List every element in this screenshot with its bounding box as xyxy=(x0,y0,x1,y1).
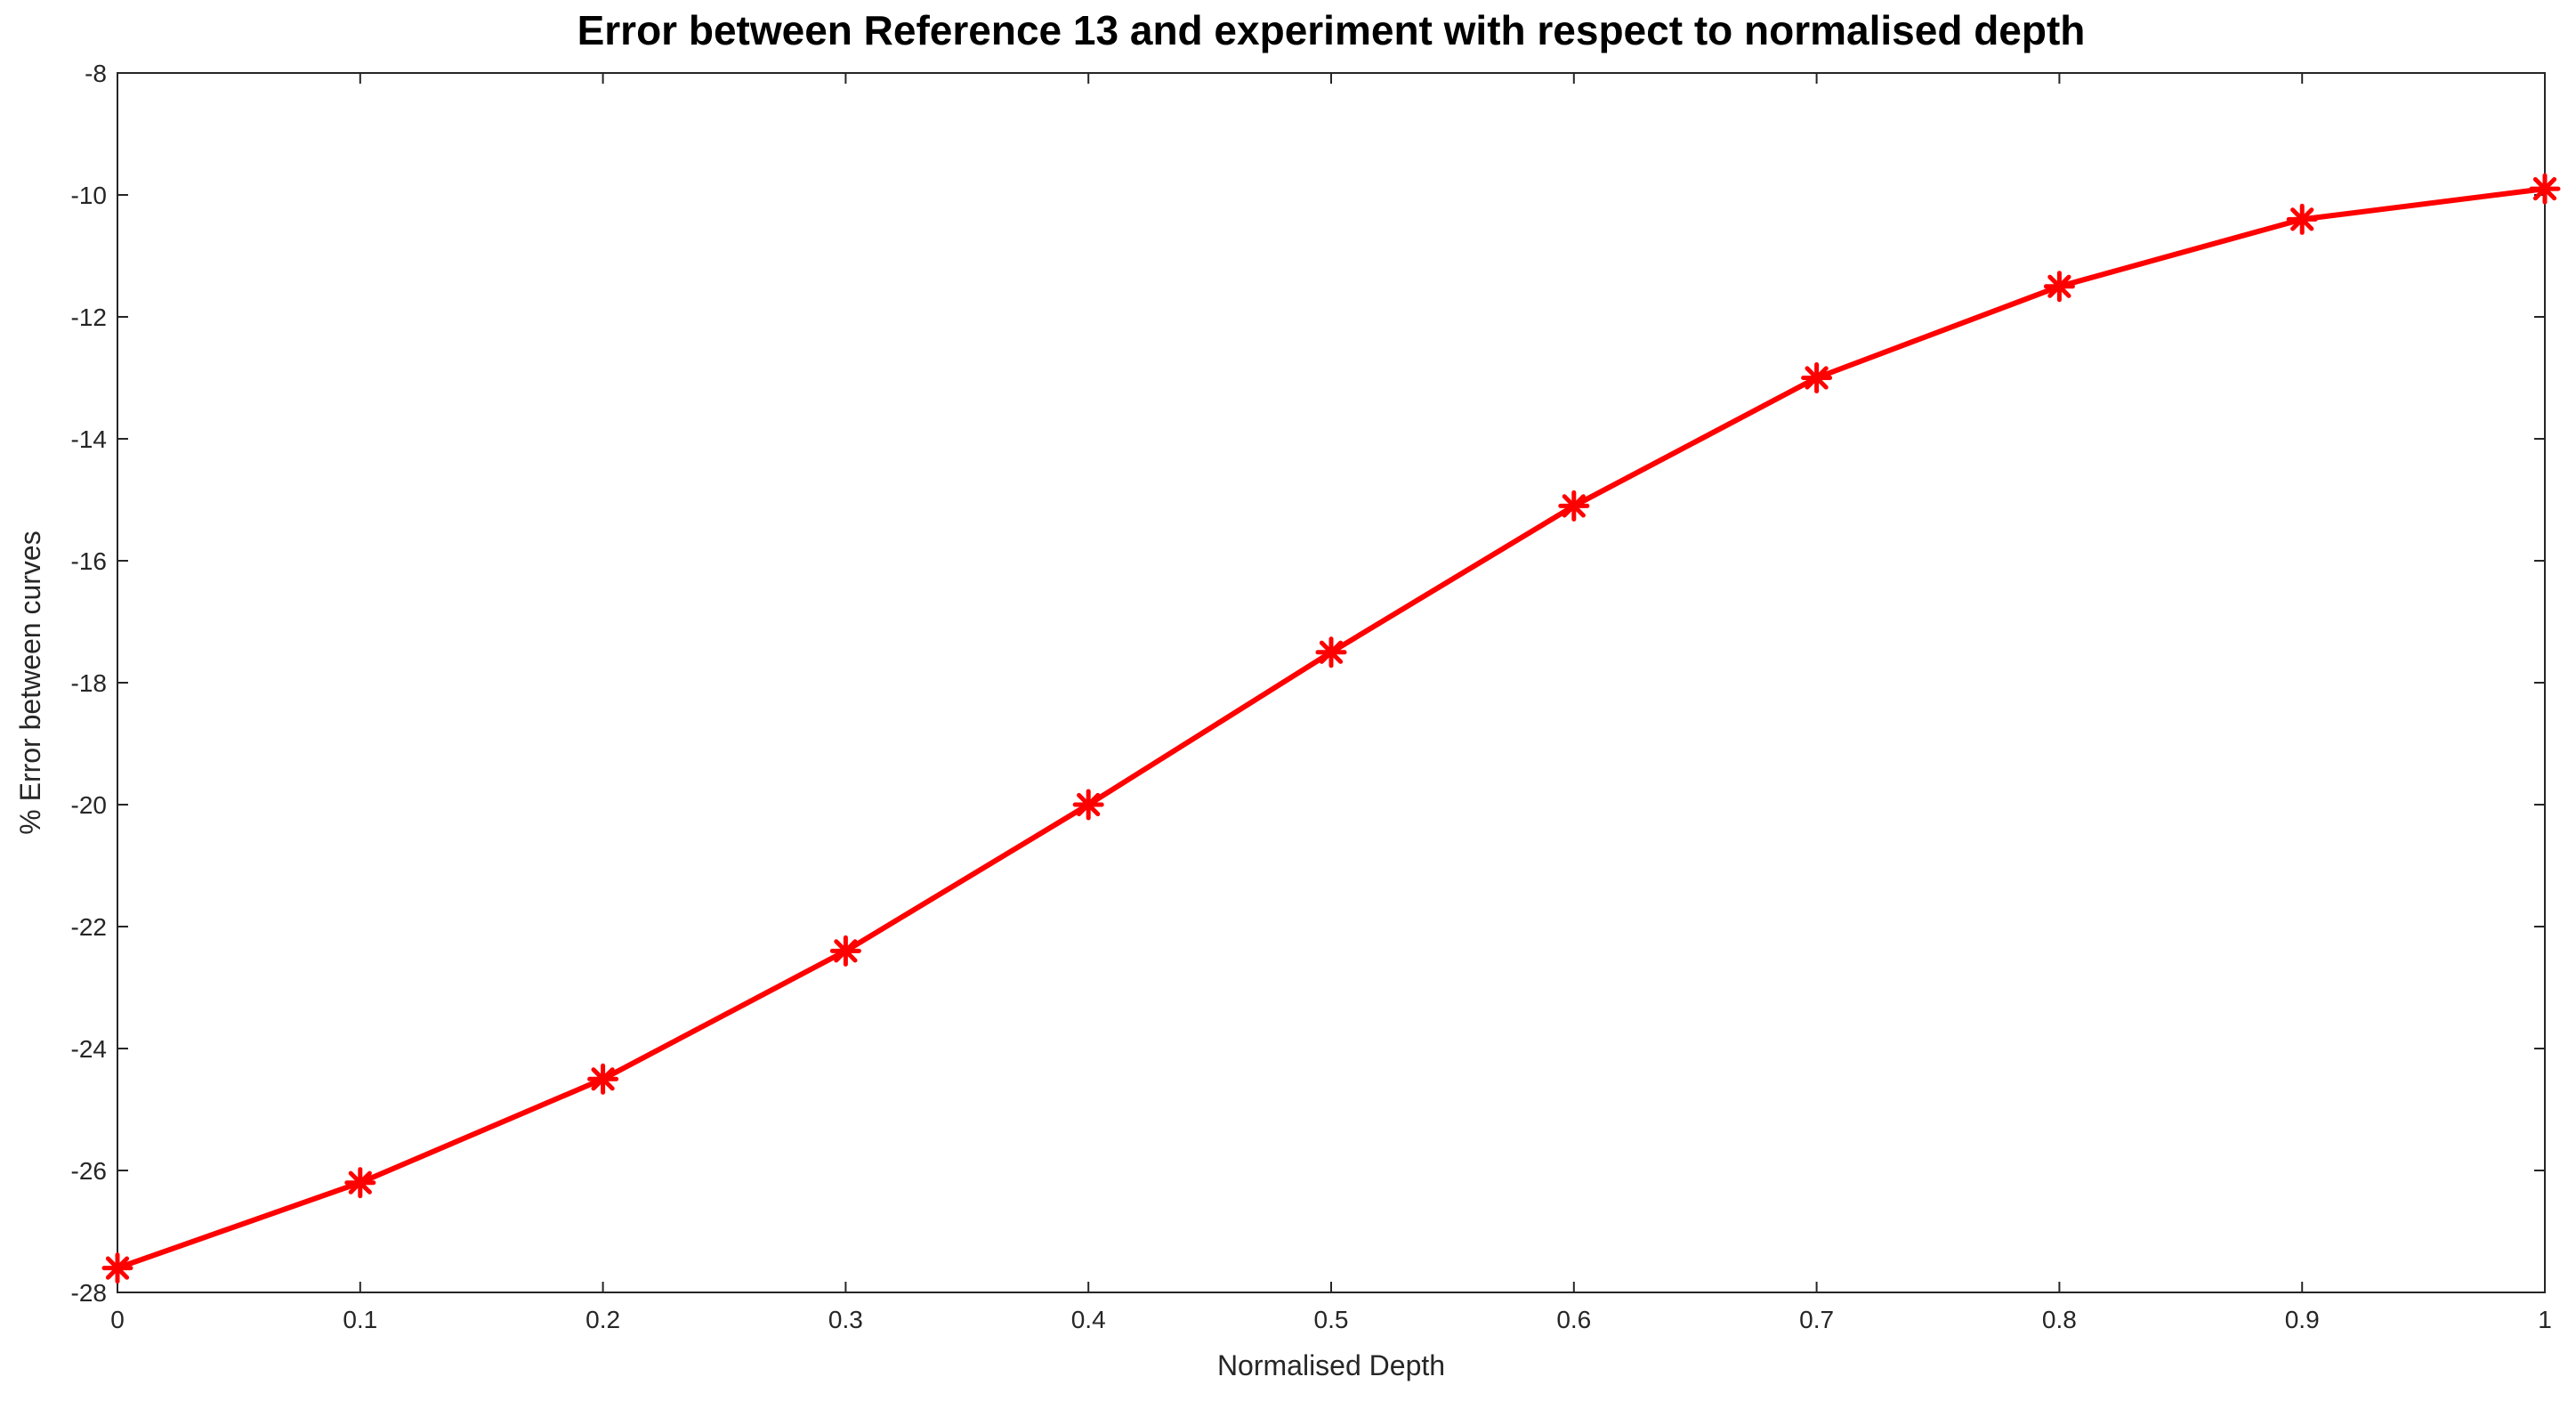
plot-frame xyxy=(117,72,2546,1293)
x-tick-label: 0.1 xyxy=(343,1306,377,1333)
data-point xyxy=(101,1252,133,1284)
marker-stroke xyxy=(1562,494,1586,518)
data-point xyxy=(1072,789,1104,821)
y-tick-label: -10 xyxy=(71,182,107,209)
x-tick-label: 1 xyxy=(2538,1306,2552,1333)
data-point xyxy=(1801,362,1833,393)
y-tick-label: -12 xyxy=(71,304,107,331)
x-tick-label: 0.5 xyxy=(1314,1306,1349,1333)
y-tick-label: -24 xyxy=(71,1035,107,1063)
marker-stroke xyxy=(1077,792,1101,817)
x-tick-label: 0.2 xyxy=(585,1306,620,1333)
x-tick-label: 0.3 xyxy=(828,1306,863,1333)
marker-stroke xyxy=(834,939,858,963)
marker-stroke xyxy=(2290,207,2314,231)
y-tick-label: -16 xyxy=(71,547,107,575)
y-axis: -8 -10 -12 -14 -16 -18 -20 -22 -24 -26 -28 xyxy=(71,60,2545,1307)
plot-area xyxy=(117,72,2546,1293)
x-tick-label: 0.4 xyxy=(1071,1306,1106,1333)
y-tick-label: -26 xyxy=(71,1157,107,1185)
data-point xyxy=(587,1063,619,1095)
x-tick-label: 0.6 xyxy=(1556,1306,1591,1333)
y-tick-label: -18 xyxy=(71,669,107,697)
data-point xyxy=(2286,203,2318,235)
marker-stroke xyxy=(2532,176,2557,201)
x-axis: 0 0.1 0.2 0.3 0.4 0.5 0.6 0.7 0.8 0.9 1 xyxy=(110,73,2552,1333)
series-layer xyxy=(101,173,2561,1284)
data-point xyxy=(829,935,861,967)
marker-stroke xyxy=(1319,640,1344,664)
x-tick-label: 0.9 xyxy=(2285,1306,2320,1333)
y-tick-label: -14 xyxy=(71,425,107,453)
marker-stroke xyxy=(591,1067,615,1091)
data-point xyxy=(1315,636,1347,668)
y-tick-label: -28 xyxy=(71,1279,107,1307)
y-tick-label: -8 xyxy=(85,60,107,87)
data-point xyxy=(344,1167,376,1199)
marker-stroke xyxy=(1805,366,1829,390)
marker-stroke xyxy=(348,1170,372,1194)
x-axis-label: Normalised Depth xyxy=(1217,1349,1445,1381)
x-tick-label: 0.8 xyxy=(2042,1306,2077,1333)
chart-title: Error between Reference 13 and experimen… xyxy=(577,7,2086,53)
x-tick-label: 0 xyxy=(110,1306,125,1333)
data-point xyxy=(2529,173,2561,205)
data-point xyxy=(1558,490,1590,522)
marker-stroke xyxy=(105,1256,130,1280)
data-point xyxy=(2043,271,2075,303)
y-tick-label: -22 xyxy=(71,913,107,941)
marker-stroke xyxy=(2047,274,2071,298)
x-tick-label: 0.7 xyxy=(1799,1306,1834,1333)
y-tick-label: -20 xyxy=(71,791,107,819)
y-axis-label: % Error between curves xyxy=(14,530,46,834)
